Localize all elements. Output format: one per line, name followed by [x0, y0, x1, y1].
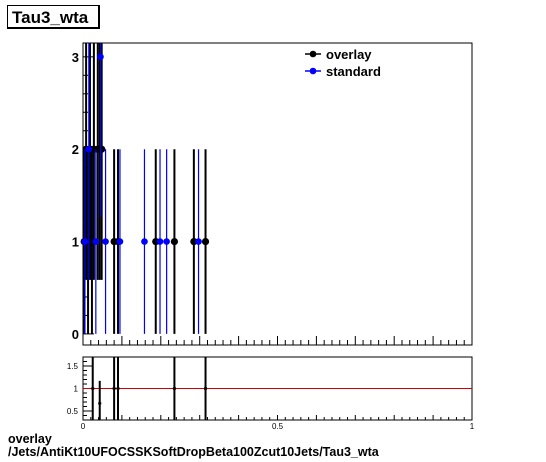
ratio-x-tick-label: 1	[470, 422, 475, 430]
ratio-y-tick-label: 0.5	[67, 407, 79, 416]
ratio-plot: 0.511.500.51Tau3_wta	[67, 356, 475, 430]
standard-point	[141, 238, 148, 245]
standard-point	[195, 238, 202, 245]
standard-point	[92, 238, 100, 245]
legend-label-overlay: overlay	[326, 47, 372, 62]
legend-marker-overlay	[309, 50, 317, 58]
overlay-point	[98, 145, 106, 153]
ratio-point	[116, 387, 120, 390]
x-axis-label: Tau3_wta	[438, 429, 473, 430]
ratio-x-tick-label: 0.5	[272, 422, 284, 430]
plot-frame	[82, 42, 473, 346]
caption: overlay /Jets/AntiKt10UFOCSSKSoftDropBet…	[8, 433, 379, 459]
ratio-point	[112, 387, 116, 390]
y-tick-label: 1	[72, 235, 79, 250]
ratio-y-tick-label: 1.5	[67, 362, 79, 371]
caption-line-2: /Jets/AntiKt10UFOCSSKSoftDropBeta100Zcut…	[8, 445, 379, 459]
standard-point	[163, 238, 170, 245]
legend-marker-standard	[309, 67, 317, 75]
caption-line-1: overlay	[8, 432, 52, 446]
standard-point	[97, 53, 104, 61]
ratio-y-tick-label: 1	[74, 385, 79, 394]
standard-point	[156, 238, 164, 245]
overlay-point	[190, 237, 198, 246]
y-tick-label: 0	[72, 327, 79, 342]
histogram-title: Tau3_wta	[7, 5, 100, 29]
standard-point	[81, 238, 89, 245]
ratio-point	[204, 387, 208, 390]
standard-point	[102, 238, 109, 245]
ratio-x-tick-label: 0	[81, 422, 86, 430]
ratio-point	[98, 402, 102, 405]
ratio-point	[91, 387, 95, 390]
legend-label-standard: standard	[326, 64, 381, 79]
standard-point	[116, 238, 124, 245]
main-plot: 0 1 2 3 overlay standard	[72, 42, 473, 346]
ratio-point	[172, 387, 176, 390]
y-tick-label: 3	[72, 50, 79, 65]
standard-point	[85, 145, 93, 153]
overlay-point	[170, 237, 179, 246]
overlay-point	[201, 237, 210, 246]
y-tick-label: 2	[72, 142, 79, 157]
